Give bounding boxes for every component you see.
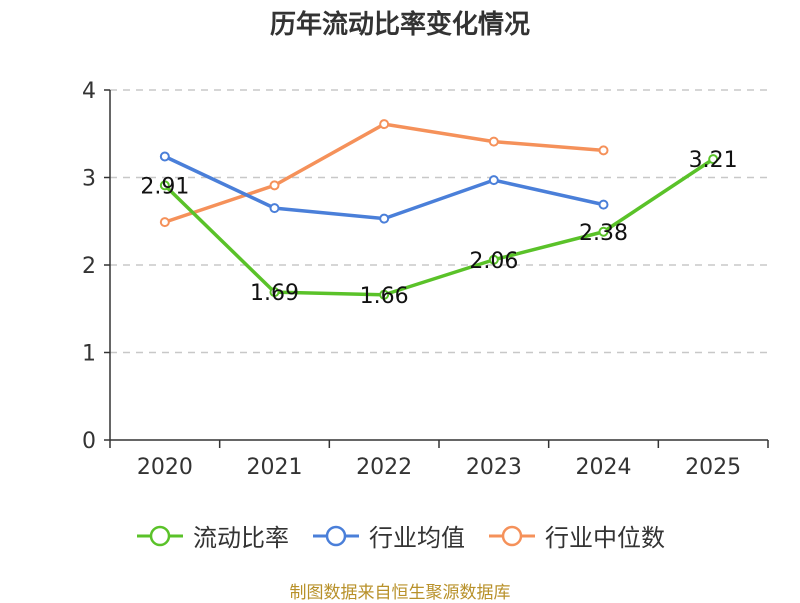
- data-point-流动比率-2023: [488, 254, 499, 265]
- legend-marker: [149, 525, 171, 546]
- y-tick-label: 1: [82, 342, 96, 367]
- legend-item-行业均值[interactable]: 行业均值: [311, 518, 465, 553]
- legend-item-流动比率[interactable]: 流动比率: [135, 518, 289, 553]
- series-line-流动比率: [163, 157, 715, 297]
- data-point-行业均值-2022: [379, 213, 390, 224]
- data-point-行业均值-2020: [159, 151, 170, 162]
- x-tick-label-2021: 2021: [247, 455, 303, 480]
- data-labels: 2.91 1.69 1.66 2.06 2.38 3.21: [140, 148, 737, 309]
- data-point-行业中位数-2021: [269, 180, 280, 191]
- data-point-流动比率-2021: [269, 287, 280, 298]
- data-point-行业中位数-2022: [379, 119, 390, 130]
- axes: 0 1 2 3 4 2020 2021 2022 2023 2024 2025: [82, 79, 769, 480]
- data-point-行业中位数-2020: [159, 217, 170, 228]
- x-tick-label-2020: 2020: [137, 455, 193, 480]
- grid-lines: [110, 89, 768, 354]
- data-point-流动比率-2025: [708, 154, 719, 165]
- y-tick-label: 2: [82, 254, 96, 279]
- data-point-流动比率-2020: [159, 180, 170, 191]
- data-label-2021: 1.69: [250, 281, 299, 306]
- legend-label: 行业中位数: [545, 524, 665, 552]
- legend-label: 行业均值: [369, 524, 465, 552]
- legend-swatch-icon: [489, 525, 535, 546]
- data-point-行业均值-2021: [269, 203, 280, 214]
- legend-item-行业中位数[interactable]: 行业中位数: [487, 518, 665, 553]
- data-point-流动比率-2022: [379, 289, 390, 300]
- data-label-2020: 2.91: [140, 174, 189, 199]
- legend: 流动比率 行业均值 行业中位数: [0, 518, 800, 553]
- x-tick-label-2025: 2025: [685, 455, 741, 480]
- legend-swatch-icon: [313, 525, 359, 546]
- data-point-行业中位数-2023: [488, 136, 499, 147]
- data-label-2022: 1.66: [360, 284, 409, 309]
- data-label-2023: 2.06: [469, 249, 518, 274]
- y-tick-label: 3: [82, 167, 96, 192]
- data-point-行业均值-2024: [598, 199, 609, 210]
- data-label-2025: 3.21: [689, 148, 738, 173]
- data-label-2024: 2.38: [579, 221, 628, 246]
- x-tick-label-2023: 2023: [466, 455, 522, 480]
- legend-marker: [501, 525, 523, 546]
- legend-swatch-icon: [137, 525, 183, 546]
- data-point-行业均值-2023: [488, 175, 499, 186]
- series-line-行业均值: [164, 154, 604, 221]
- legend-marker: [325, 525, 347, 546]
- legend-label: 流动比率: [193, 524, 289, 552]
- y-tick-label: 0: [82, 429, 96, 454]
- series-lines: [163, 122, 715, 297]
- data-source: 制图数据来自恒生聚源数据库: [289, 583, 511, 603]
- chart-title: 历年流动比率变化情况: [269, 10, 530, 40]
- series-line-行业中位数: [164, 122, 604, 224]
- x-tick-label-2022: 2022: [356, 455, 412, 480]
- y-tick-label: 4: [82, 79, 96, 104]
- data-points: [159, 119, 719, 300]
- data-point-流动比率-2024: [598, 226, 609, 237]
- data-point-行业中位数-2024: [598, 145, 609, 156]
- x-tick-label-2024: 2024: [576, 455, 632, 480]
